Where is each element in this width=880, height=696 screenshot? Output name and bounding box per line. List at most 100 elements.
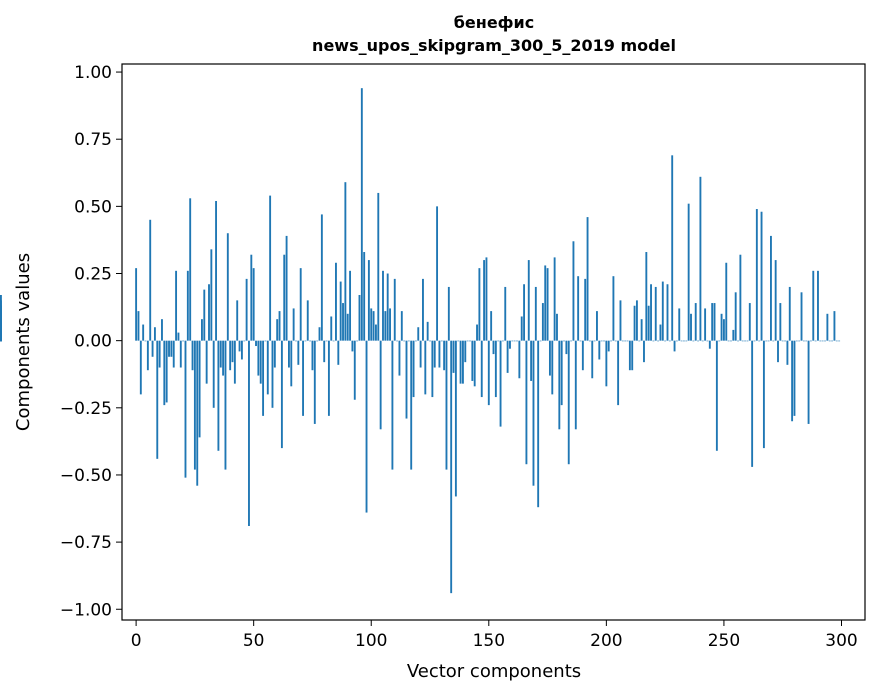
bar-265 [758, 340, 761, 342]
bar-168 [530, 340, 533, 381]
bar-148 [483, 260, 486, 341]
bar-184 [567, 340, 570, 465]
bar-123 [424, 340, 427, 395]
bar-155 [499, 340, 502, 427]
bar-246 [713, 303, 716, 341]
bar-2 [139, 340, 142, 395]
bar-140 [464, 340, 467, 363]
bar-56 [266, 340, 269, 395]
bar-75 [311, 340, 314, 371]
y-tick-label: −0.25 [60, 399, 112, 419]
bar-25 [193, 340, 196, 470]
bar-3 [142, 324, 145, 341]
bar-227 [668, 340, 671, 342]
bar-45 [240, 340, 243, 360]
bar-158 [506, 340, 509, 373]
bar-186 [572, 241, 575, 341]
bar-198 [600, 340, 603, 342]
bar-29 [203, 289, 206, 341]
bar-89 [344, 182, 347, 341]
bar-217 [645, 252, 648, 341]
x-tick-label: 0 [131, 631, 142, 651]
bar-287 [809, 340, 812, 342]
bar-196 [596, 311, 598, 341]
bar-253 [730, 340, 732, 342]
bar-288 [812, 270, 815, 341]
bar-11 [161, 319, 163, 341]
bar-102 [375, 324, 377, 341]
bar-180 [558, 340, 561, 430]
bar-141 [466, 340, 469, 342]
bar-240 [699, 176, 702, 341]
bar-298 [835, 340, 838, 342]
bar-72 [304, 340, 307, 342]
bar-221 [654, 286, 657, 341]
plot-frame [121, 63, 866, 621]
bar-127 [433, 340, 436, 368]
bar-5 [146, 340, 149, 371]
bar-267 [762, 340, 765, 449]
bar-280 [793, 340, 796, 416]
bar-94 [356, 340, 359, 342]
y-tick-label: 0.75 [74, 130, 112, 150]
bar-52 [257, 340, 260, 376]
bar-113 [400, 311, 403, 341]
bar-299 [838, 340, 841, 342]
bar-33 [212, 340, 215, 408]
bar-142 [469, 340, 471, 342]
bar-185 [570, 340, 573, 342]
bar-0 [135, 268, 138, 341]
bar-87 [339, 281, 342, 341]
bar-126 [431, 340, 434, 398]
bar-296 [831, 340, 834, 342]
bar-115 [405, 340, 408, 419]
bar-205 [617, 340, 620, 406]
bar-255 [734, 292, 737, 341]
bar-181 [560, 340, 563, 406]
y-tick-label: 0.25 [74, 265, 112, 285]
bar-54 [262, 340, 265, 416]
bar-7 [151, 340, 154, 357]
bar-82 [327, 340, 330, 416]
bar-114 [403, 340, 406, 342]
bar-261 [748, 303, 751, 341]
bar-109 [391, 340, 394, 470]
bar-235 [687, 203, 690, 341]
bar-270 [770, 235, 772, 341]
bar-57 [269, 195, 272, 341]
bar-65 [288, 340, 290, 368]
bar-174 [544, 265, 547, 341]
bar-151 [490, 311, 493, 341]
bar-218 [647, 305, 650, 341]
bar-190 [581, 340, 584, 371]
bar-237 [692, 340, 695, 342]
bar-4 [144, 340, 147, 342]
bar-149 [485, 257, 488, 341]
bar-242 [704, 308, 707, 341]
bar-266 [760, 211, 763, 341]
bar-178 [553, 257, 556, 341]
bar-36 [219, 340, 222, 368]
bar-159 [509, 340, 511, 349]
bar-73 [306, 300, 309, 341]
bar-121 [419, 340, 422, 368]
bar-251 [725, 262, 728, 341]
bar-92 [351, 340, 354, 352]
bar-209 [626, 340, 629, 342]
bar-187 [574, 340, 577, 430]
bar-249 [720, 313, 723, 341]
bar-35 [217, 340, 220, 451]
bar-105 [382, 270, 384, 341]
bar-216 [643, 340, 645, 363]
bar-130 [440, 340, 443, 342]
bar-210 [628, 340, 631, 371]
bar-79 [320, 214, 323, 341]
bar-22 [186, 270, 189, 341]
bar-199 [603, 340, 605, 342]
bar-229 [673, 340, 676, 352]
bar-64 [285, 235, 288, 341]
bar-279 [791, 340, 794, 422]
bar-125 [429, 340, 431, 342]
bar-263 [753, 340, 756, 342]
bar-277 [786, 340, 789, 365]
